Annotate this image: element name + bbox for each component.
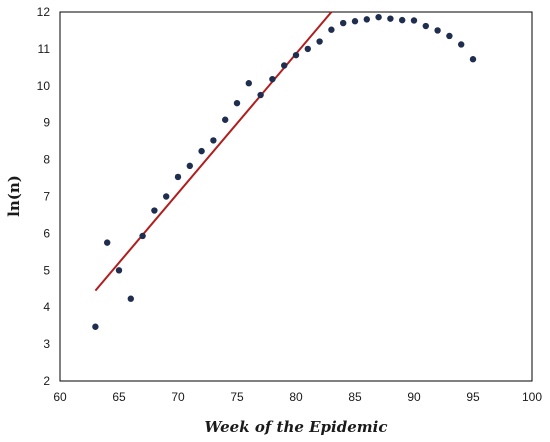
data-point: [399, 16, 406, 24]
data-point: [139, 232, 146, 240]
data-point: [198, 147, 205, 155]
data-point: [469, 56, 477, 63]
y-tick-label: 11: [38, 42, 51, 56]
data-point: [446, 32, 453, 40]
data-point: [316, 38, 323, 45]
chart-marks: [92, 11, 477, 330]
y-tick-label: 10: [37, 79, 51, 93]
x-tick-label: 100: [522, 390, 542, 404]
y-tick-label: 6: [43, 226, 50, 240]
data-point: [458, 41, 465, 48]
data-point: [186, 162, 193, 170]
y-tick-label: 7: [43, 190, 50, 204]
data-point: [174, 173, 182, 181]
data-point: [328, 26, 335, 33]
plot-area: [59, 11, 533, 382]
x-tick-label: 80: [289, 390, 303, 404]
data-point: [387, 15, 394, 22]
data-point: [104, 239, 111, 246]
y-tick-label: 9: [43, 116, 50, 130]
data-point: [351, 18, 359, 25]
data-point: [257, 91, 264, 99]
data-point: [304, 45, 311, 53]
data-point: [281, 62, 288, 69]
data-point: [269, 75, 276, 83]
data-point: [222, 116, 229, 123]
y-tick-label: 12: [37, 5, 51, 19]
x-tick-label: 60: [53, 390, 67, 404]
y-axis-title: ln(n): [5, 175, 23, 217]
data-point: [245, 80, 252, 87]
data-point: [115, 267, 123, 274]
x-tick-label: 95: [466, 390, 480, 404]
data-point: [292, 51, 300, 59]
data-point: [210, 137, 217, 144]
x-axis-ticks: 60 65 70 75 80 85 90 95 100: [53, 390, 542, 404]
data-point: [127, 295, 134, 302]
y-tick-label: 2: [43, 374, 50, 388]
data-point: [434, 27, 441, 34]
x-tick-label: 65: [112, 390, 126, 404]
y-tick-label: 4: [43, 300, 50, 314]
y-axis-ticks: 2 3 4 5 6 7 8 9 10 11 12: [37, 5, 51, 388]
x-tick-label: 85: [348, 390, 362, 404]
data-point: [375, 13, 382, 21]
data-point: [340, 19, 347, 27]
x-tick-label: 70: [171, 390, 185, 404]
data-point: [422, 22, 429, 30]
data-point: [233, 99, 241, 107]
x-tick-label: 75: [230, 390, 244, 404]
x-axis-title: Week of the Epidemic: [205, 418, 388, 436]
trend-line: [94, 11, 333, 292]
y-tick-label: 5: [43, 263, 50, 277]
data-point: [163, 193, 170, 200]
y-tick-label: 3: [43, 337, 50, 351]
data-point: [410, 17, 418, 24]
data-point: [151, 207, 158, 214]
data-point: [92, 323, 99, 330]
data-point: [363, 16, 370, 23]
y-tick-label: 8: [43, 153, 50, 167]
x-tick-label: 90: [407, 390, 421, 404]
